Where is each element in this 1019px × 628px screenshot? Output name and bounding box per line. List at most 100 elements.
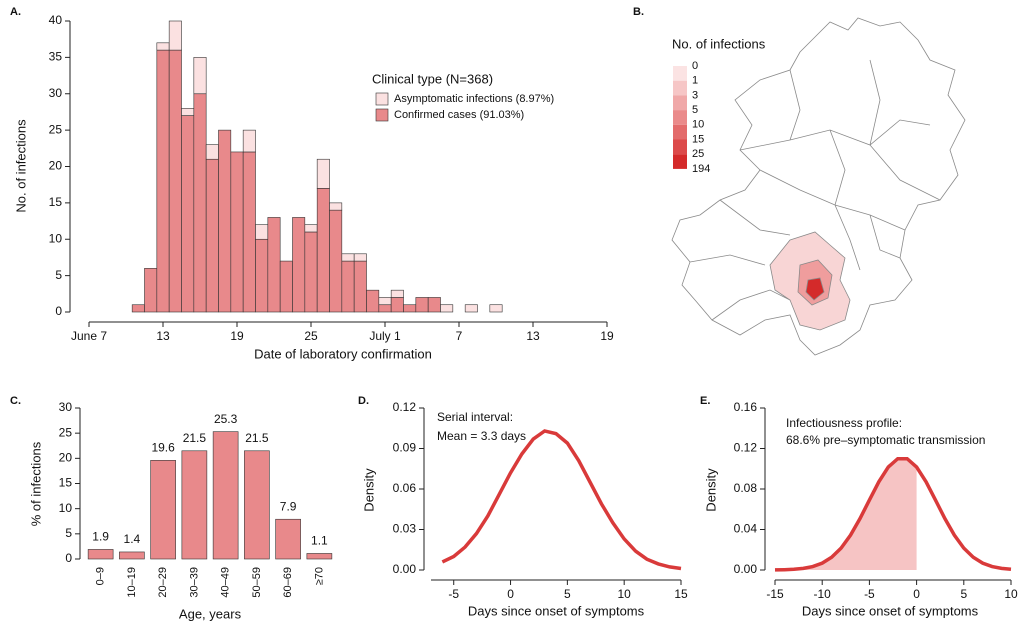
bar-segment: [205, 144, 219, 160]
bar-segment: [267, 217, 281, 313]
y-tick-label: 35: [49, 50, 63, 64]
legend-label: 194: [692, 163, 710, 175]
bar-segment: [144, 268, 158, 313]
y-tick-label: 0.00: [734, 562, 758, 576]
y-axis-label: % of infections: [28, 441, 43, 526]
legend-swatch: [673, 95, 687, 111]
district-shaded: [805, 277, 825, 301]
bar-segment: [353, 253, 367, 262]
bar-segment: [304, 224, 318, 233]
bar: [275, 518, 301, 560]
x-tick-label: 40–49: [220, 567, 232, 598]
legend-swatch: [673, 139, 687, 155]
y-tick-label: 20: [49, 159, 63, 173]
value-label: 19.6: [151, 441, 175, 455]
density-line: [441, 429, 682, 571]
x-tick-label: -15: [766, 587, 784, 601]
value-label: 7.9: [280, 499, 297, 513]
bar-segment: [341, 253, 355, 262]
y-axis-label: Density: [703, 468, 718, 512]
x-tick-label: 15: [674, 587, 688, 601]
y-tick-label: 25: [49, 122, 63, 136]
value-label: 1.9: [92, 530, 109, 544]
bar-segment: [353, 260, 367, 313]
value-label: 1.4: [124, 532, 141, 546]
bar-segment: [440, 304, 454, 313]
map-outline: [671, 17, 966, 356]
x-tick-label: 30–39: [188, 567, 200, 598]
legend-label: Confirmed cases (91.03%): [394, 109, 524, 121]
legend-label: 10: [692, 119, 704, 131]
bar: [181, 450, 208, 560]
legend-swatch: [375, 108, 389, 122]
x-tick-label: 10: [618, 587, 632, 601]
bar-segment: [341, 260, 355, 313]
bar-segment: [168, 20, 182, 51]
bar-segment: [415, 297, 429, 313]
bar-segment: [378, 297, 392, 306]
legend-label: 25: [692, 148, 704, 160]
x-tick-label: 19: [600, 329, 614, 343]
y-tick-label: 15: [59, 476, 73, 490]
y-tick-label: 5: [55, 268, 62, 282]
legend-swatch: [673, 154, 687, 169]
annotation: Infectiousness profile:: [786, 416, 902, 430]
bar: [244, 450, 270, 560]
annotation: Mean = 3.3 days: [437, 429, 526, 443]
bar-segment: [464, 304, 478, 313]
x-tick-label: 10–19: [126, 567, 138, 598]
x-axis-label: Days since onset of symptoms: [802, 603, 979, 618]
bar-segment: [181, 115, 195, 313]
bar-segment: [156, 49, 170, 313]
bar-segment: [292, 217, 306, 313]
bar-segment: [205, 158, 219, 313]
x-tick-label: June 7: [71, 329, 107, 343]
y-tick-label: 0.12: [734, 441, 758, 455]
x-tick-label: 5: [960, 587, 967, 601]
y-axis-label: Density: [361, 468, 376, 512]
x-tick-label: 25: [304, 329, 318, 343]
bar-segment: [316, 188, 330, 313]
shaded-area: [775, 458, 917, 570]
bar: [119, 551, 145, 560]
legend-label: 15: [692, 133, 704, 145]
legend-swatch: [673, 66, 687, 81]
bar-segment: [156, 42, 170, 51]
bar: [150, 460, 176, 560]
annotation: 68.6% pre–symptomatic transmission: [786, 433, 985, 447]
x-tick-label: July 1: [369, 329, 401, 343]
x-tick-label: 7: [456, 329, 463, 343]
legend-swatch: [375, 92, 389, 106]
x-tick-label: 13: [156, 329, 170, 343]
bar-segment: [316, 158, 330, 189]
y-tick-label: 15: [49, 195, 63, 209]
bar: [212, 431, 239, 560]
bar-segment: [304, 231, 318, 313]
legend-title: Clinical type (N=368): [372, 71, 493, 86]
bar-segment: [242, 129, 256, 153]
x-tick-label: 19: [230, 329, 244, 343]
bar-segment: [181, 108, 195, 116]
x-tick-label: 20–29: [157, 567, 169, 598]
panel-label: C.: [10, 395, 21, 407]
bar: [306, 553, 333, 560]
value-label: 21.5: [245, 431, 269, 445]
panel-label: A.: [10, 6, 21, 18]
x-tick-label: -10: [814, 587, 832, 601]
value-label: 25.3: [214, 412, 238, 426]
y-tick-label: 30: [49, 86, 63, 100]
bar-segment: [168, 49, 182, 313]
legend-swatch: [673, 110, 687, 125]
y-tick-label: 0.16: [734, 400, 758, 414]
legend-label: 3: [692, 89, 698, 101]
bar-segment: [218, 129, 232, 313]
bar-segment: [255, 238, 269, 313]
y-tick-label: 0.03: [393, 522, 417, 536]
x-tick-label: 10: [1004, 587, 1018, 601]
y-tick-label: 0.08: [734, 481, 758, 495]
y-tick-label: 0.04: [734, 522, 758, 536]
legend-swatch: [673, 124, 687, 140]
x-tick-label: 13: [526, 329, 540, 343]
bar-segment: [390, 289, 404, 298]
